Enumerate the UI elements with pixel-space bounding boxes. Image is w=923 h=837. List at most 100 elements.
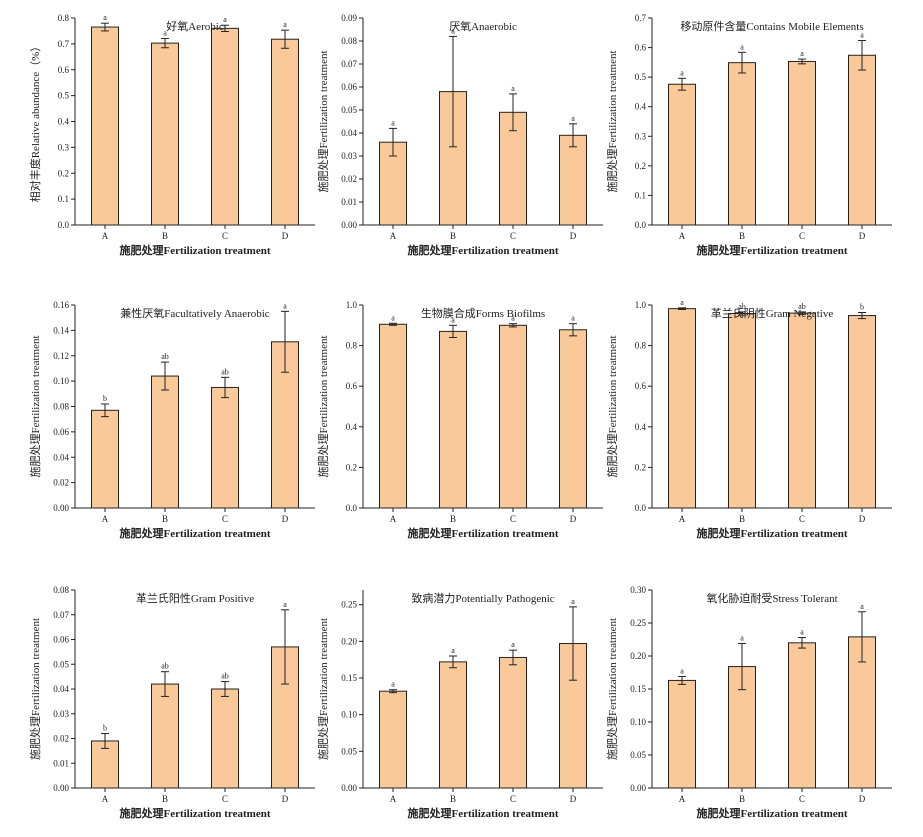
y-tick-label: 0.15: [341, 673, 357, 683]
y-tick-label: 0.06: [341, 82, 357, 92]
y-tick-label: 0.0: [635, 503, 647, 513]
chart-title: 革兰氏阴性Gram Negative: [711, 306, 834, 320]
significance-letter: a: [740, 633, 744, 642]
y-tick-label: 0.6: [58, 65, 70, 75]
y-tick-label: 0.4: [58, 117, 70, 127]
significance-letter: a: [103, 13, 107, 22]
bar-C: [211, 27, 239, 226]
significance-letter: ab: [221, 367, 229, 376]
significance-letter: a: [511, 84, 515, 93]
chart-panel-2: 0.00 0.01 0.02 0.03 0.04 0.05 0.06 0.07 0.08 0.09…: [317, 13, 603, 257]
y-tick-label: 0.20: [630, 651, 646, 661]
x-tick-label: B: [450, 514, 456, 524]
x-tick-label: D: [859, 514, 866, 524]
y-tick-label: 0.00: [53, 783, 69, 793]
y-tick-label: 0.00: [341, 783, 357, 793]
chart-title: 移动原件含量Contains Mobile Elements: [680, 19, 863, 33]
significance-letter: ab: [798, 302, 806, 311]
x-axis-label: 施肥处理Fertilization treatment: [696, 243, 847, 257]
y-axis-label: 施肥处理Fertilization treatment: [317, 618, 330, 760]
bar-C: [499, 656, 527, 789]
y-tick-label: 0.4: [635, 102, 647, 112]
y-tick-label: 0.7: [58, 39, 70, 49]
bar-C: [788, 60, 816, 226]
x-tick-label: B: [739, 794, 745, 804]
y-tick-label: 0.01: [341, 197, 357, 207]
chart-title: 氧化胁迫耐受Stress Tolerant: [706, 591, 837, 605]
bar-A: [91, 409, 119, 509]
x-tick-label: A: [102, 794, 109, 804]
chart-panel-5: 0.0 0.2 0.4 0.6 0.8 1.0 a Aa Ba Ca D 生物膜合成Forms Bio…: [317, 300, 603, 540]
significance-letter: a: [511, 640, 515, 649]
x-tick-label: C: [799, 514, 805, 524]
y-tick-label: 0.05: [341, 746, 357, 756]
y-tick-label: 0.00: [53, 503, 69, 513]
y-tick-label: 0.08: [53, 402, 69, 412]
y-tick-label: 0.0: [635, 220, 647, 230]
y-tick-label: 0.5: [635, 72, 647, 82]
y-tick-label: 0.10: [630, 717, 646, 727]
y-axis-label: 施肥处理Fertilization treatment: [317, 335, 330, 477]
x-tick-label: D: [282, 231, 289, 241]
x-tick-label: D: [859, 794, 866, 804]
significance-letter: a: [451, 646, 455, 655]
x-tick-label: B: [450, 231, 456, 241]
y-tick-label: 0.03: [53, 709, 69, 719]
significance-letter: a: [163, 28, 167, 37]
bar-B: [151, 375, 179, 509]
x-axis-label: 施肥处理Fertilization treatment: [696, 806, 847, 820]
y-tick-label: 0.8: [346, 341, 358, 351]
bar-A: [379, 690, 407, 789]
significance-letter: ab: [161, 662, 169, 671]
y-tick-label: 0.10: [53, 376, 69, 386]
x-tick-label: A: [390, 514, 397, 524]
significance-letter: a: [680, 298, 684, 307]
x-axis-label: 施肥处理Fertilization treatment: [407, 243, 558, 257]
y-tick-label: 0.00: [341, 220, 357, 230]
x-axis-label: 施肥处理Fertilization treatment: [407, 526, 558, 540]
chart-title: 好氧Aerobic: [166, 19, 224, 33]
y-tick-label: 0.3: [635, 131, 647, 141]
y-tick-label: 0.2: [635, 462, 646, 472]
y-tick-label: 0.10: [341, 710, 357, 720]
y-tick-label: 0.08: [53, 585, 69, 595]
significance-letter: a: [680, 666, 684, 675]
bar-C: [211, 688, 239, 789]
y-tick-label: 0.07: [53, 610, 69, 620]
y-tick-label: 0.6: [635, 381, 647, 391]
y-tick-label: 0.00: [630, 783, 646, 793]
significance-letter: a: [740, 42, 744, 51]
y-tick-label: 0.02: [341, 174, 357, 184]
y-tick-label: 0.2: [635, 161, 646, 171]
x-axis-label: 施肥处理Fertilization treatment: [696, 526, 847, 540]
x-axis-label: 施肥处理Fertilization treatment: [119, 526, 270, 540]
x-tick-label: C: [510, 231, 516, 241]
chart-title: 厌氧Anaerobic: [449, 19, 517, 33]
significance-letter: a: [680, 68, 684, 77]
significance-letter: a: [571, 597, 575, 606]
y-tick-label: 0.05: [53, 659, 69, 669]
bar-A: [379, 323, 407, 509]
y-tick-label: 0.30: [630, 585, 646, 595]
y-tick-label: 0.01: [53, 758, 69, 768]
x-tick-label: A: [679, 231, 686, 241]
chart-title: 兼性厌氧Facultatively Anaerobic: [120, 306, 269, 320]
chart-panel-9: 0.00 0.05 0.10 0.15 0.20 0.25 0.30 a Aa Ba Ca D 氧化胁迫…: [606, 585, 892, 820]
x-tick-label: A: [679, 514, 686, 524]
chart-panel-8: 0.00 0.05 0.10 0.15 0.20 0.25 a Aa Ba Ca D 致病潜力Pote…: [317, 590, 603, 820]
y-axis-label: 施肥处理Fertilization treatment: [29, 335, 42, 477]
bar-D: [848, 315, 876, 509]
x-tick-label: B: [739, 514, 745, 524]
y-tick-label: 0.02: [53, 478, 69, 488]
y-axis-label: 施肥处理Fertilization treatment: [606, 50, 619, 192]
significance-letter: a: [391, 313, 395, 322]
x-tick-label: C: [222, 514, 228, 524]
y-tick-label: 0.0: [58, 220, 70, 230]
y-tick-label: 0.6: [346, 381, 358, 391]
x-tick-label: A: [390, 794, 397, 804]
x-tick-label: C: [799, 231, 805, 241]
y-axis-label: 施肥处理Fertilization treatment: [606, 618, 619, 760]
significance-letter: a: [451, 315, 455, 324]
y-axis-label: 施肥处理Fertilization treatment: [29, 618, 42, 760]
